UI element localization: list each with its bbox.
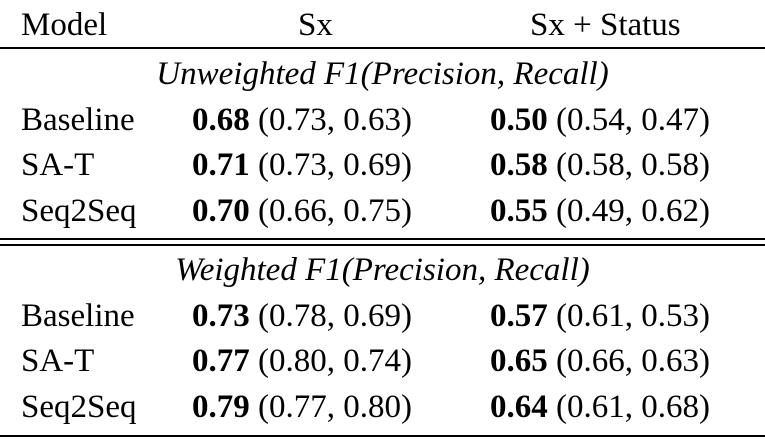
header-sx-status: Sx + Status	[530, 7, 681, 43]
status-precision-recall: (0.54, 0.47)	[556, 102, 710, 138]
status-score: 0.55 (0.49, 0.62)	[490, 186, 710, 236]
sx-score: 0.79 (0.77, 0.80)	[192, 382, 412, 432]
status-f1: 0.65	[490, 343, 548, 379]
header-model: Model	[21, 7, 108, 43]
sx-f1: 0.70	[192, 193, 250, 229]
header-row: Model Sx Sx + Status	[0, 0, 765, 50]
table-row: Baseline 0.68 (0.73, 0.63) 0.50 (0.54, 0…	[0, 95, 765, 145]
sx-precision-recall: (0.73, 0.69)	[258, 147, 412, 183]
sx-f1: 0.71	[192, 147, 250, 183]
status-f1: 0.50	[490, 102, 548, 138]
sx-precision-recall: (0.66, 0.75)	[258, 193, 412, 229]
row-model: Baseline	[21, 102, 135, 138]
header-rule	[0, 47, 765, 49]
status-f1: 0.58	[490, 147, 548, 183]
row-model: SA-T	[21, 343, 95, 379]
sx-score: 0.77 (0.80, 0.74)	[192, 336, 412, 386]
status-precision-recall: (0.58, 0.58)	[556, 147, 710, 183]
status-precision-recall: (0.49, 0.62)	[556, 193, 710, 229]
table-row: Seq2Seq 0.70 (0.66, 0.75) 0.55 (0.49, 0.…	[0, 186, 765, 236]
status-precision-recall: (0.61, 0.68)	[556, 389, 710, 425]
sx-precision-recall: (0.77, 0.80)	[258, 389, 412, 425]
section-title-weighted: Weighted F1(Precision, Recall)	[175, 252, 590, 288]
row-model: Seq2Seq	[21, 193, 137, 229]
sx-precision-recall: (0.78, 0.69)	[258, 298, 412, 334]
status-score: 0.64 (0.61, 0.68)	[490, 382, 710, 432]
sx-f1: 0.68	[192, 102, 250, 138]
row-model: SA-T	[21, 147, 95, 183]
sx-precision-recall: (0.73, 0.63)	[258, 102, 412, 138]
status-score: 0.50 (0.54, 0.47)	[490, 95, 710, 145]
bottom-rule	[0, 435, 765, 437]
sx-f1: 0.79	[192, 389, 250, 425]
section-title-unweighted: Unweighted F1(Precision, Recall)	[156, 56, 609, 92]
table-row: Seq2Seq 0.79 (0.77, 0.80) 0.64 (0.61, 0.…	[0, 382, 765, 432]
status-score: 0.57 (0.61, 0.53)	[490, 291, 710, 341]
table-row: SA-T 0.77 (0.80, 0.74) 0.65 (0.66, 0.63)	[0, 336, 765, 386]
status-f1: 0.55	[490, 193, 548, 229]
sx-f1: 0.73	[192, 298, 250, 334]
section-divider-bottom	[0, 244, 765, 246]
sx-f1: 0.77	[192, 343, 250, 379]
sx-score: 0.70 (0.66, 0.75)	[192, 186, 412, 236]
status-f1: 0.57	[490, 298, 548, 334]
sx-score: 0.71 (0.73, 0.69)	[192, 140, 412, 190]
sx-score: 0.68 (0.73, 0.63)	[192, 95, 412, 145]
section-divider-top	[0, 238, 765, 240]
row-model: Baseline	[21, 298, 135, 334]
header-sx: Sx	[298, 7, 333, 43]
table-row: SA-T 0.71 (0.73, 0.69) 0.58 (0.58, 0.58)	[0, 140, 765, 190]
status-precision-recall: (0.61, 0.53)	[556, 298, 710, 334]
status-precision-recall: (0.66, 0.63)	[556, 343, 710, 379]
sx-score: 0.73 (0.78, 0.69)	[192, 291, 412, 341]
status-score: 0.58 (0.58, 0.58)	[490, 140, 710, 190]
table-row: Baseline 0.73 (0.78, 0.69) 0.57 (0.61, 0…	[0, 291, 765, 341]
sx-precision-recall: (0.80, 0.74)	[258, 343, 412, 379]
status-score: 0.65 (0.66, 0.63)	[490, 336, 710, 386]
status-f1: 0.64	[490, 389, 548, 425]
row-model: Seq2Seq	[21, 389, 137, 425]
